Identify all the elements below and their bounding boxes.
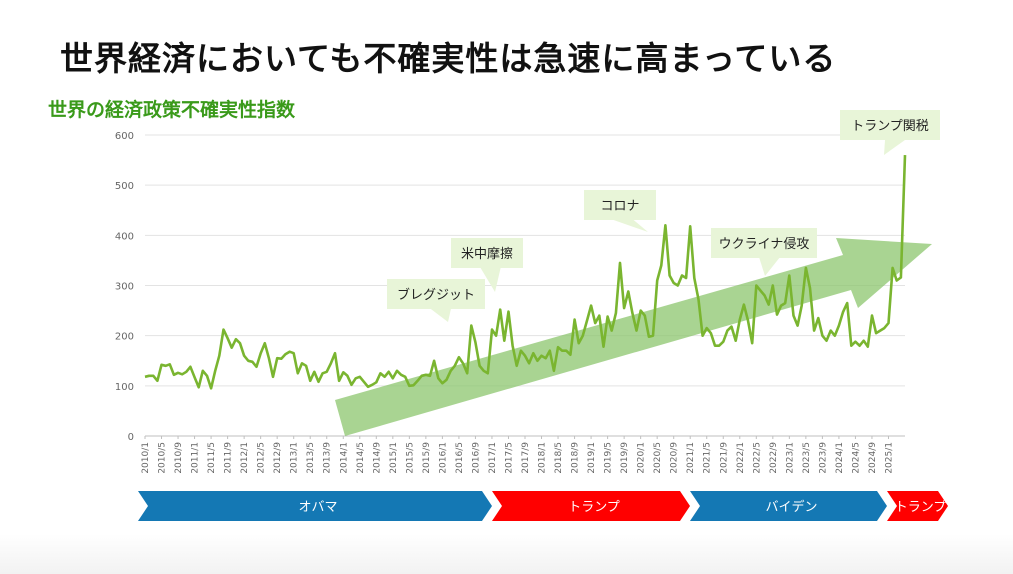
x-tick-label: 2024/5 <box>851 442 861 474</box>
x-tick-label: 2012/5 <box>257 442 267 474</box>
x-tick-label: 2017/1 <box>488 442 498 474</box>
x-tick-label: 2020/9 <box>670 442 680 474</box>
x-tick-label: 2013/1 <box>290 442 300 474</box>
annotation-callout: ブレグジット <box>387 279 485 322</box>
slide-title: 世界経済においても不確実性は急速に高まっている <box>60 39 837 78</box>
era-chevron <box>138 491 492 521</box>
x-tick-label: 2022/1 <box>736 442 746 474</box>
annotation-callout: トランプ関税 <box>840 110 940 155</box>
trend-arrow <box>335 238 932 436</box>
callout-label: 米中摩擦 <box>461 246 513 262</box>
era-segment: トランプ <box>887 491 948 521</box>
x-tick-label: 2014/5 <box>356 442 366 474</box>
era-segment: オバマ <box>138 491 492 521</box>
era-chevron <box>492 491 690 521</box>
x-tick-label: 2018/5 <box>554 442 564 474</box>
series-line <box>144 155 907 390</box>
x-tick-label: 2011/9 <box>224 442 234 474</box>
callout-box <box>840 110 940 140</box>
x-tick-label: 2023/1 <box>785 442 795 474</box>
y-tick-label: 100 <box>115 382 134 393</box>
x-tick-label: 2015/9 <box>422 442 432 474</box>
x-tick-label: 2015/5 <box>405 442 415 474</box>
x-tick-label: 2021/1 <box>686 442 696 474</box>
annotation-callout: コロナ <box>584 190 656 232</box>
x-tick-label: 2018/9 <box>571 442 581 474</box>
x-tick-label: 2012/1 <box>240 442 250 474</box>
x-tick-label: 2016/5 <box>455 442 465 474</box>
x-tick-label: 2010/1 <box>141 442 151 474</box>
callout-pointer <box>884 140 905 155</box>
x-tick-label: 2022/9 <box>769 442 779 474</box>
era-segment: トランプ <box>492 491 690 521</box>
x-tick-label: 2016/1 <box>438 442 448 474</box>
era-label: バイデン <box>765 499 817 515</box>
x-tick-label: 2013/9 <box>323 442 333 474</box>
x-tick-label: 2014/1 <box>339 442 349 474</box>
callout-box <box>584 190 656 220</box>
era-label: オバマ <box>298 500 337 515</box>
x-tick-label: 2023/9 <box>818 442 828 474</box>
x-tick-label: 2025/1 <box>884 442 894 474</box>
chart-title: 世界の経済政策不確実性指数 <box>48 99 296 121</box>
x-tick-label: 2011/5 <box>207 442 217 474</box>
callout-label: ブレグジット <box>397 287 475 303</box>
x-tick-label: 2022/5 <box>752 442 762 474</box>
x-tick-label: 2019/5 <box>604 442 614 474</box>
x-tick-label: 2010/9 <box>174 442 184 474</box>
x-tick-label: 2012/9 <box>273 442 283 474</box>
callout-pointer <box>430 309 451 322</box>
x-tick-label: 2021/9 <box>719 442 729 474</box>
x-tick-label: 2013/5 <box>306 442 316 474</box>
callout-box <box>387 279 485 309</box>
callout-label: トランプ関税 <box>851 119 929 134</box>
annotation-callout: 米中摩擦 <box>451 238 523 292</box>
x-tick-label: 2010/5 <box>158 442 168 474</box>
x-tick-label: 2018/1 <box>538 442 548 474</box>
x-tick-label: 2021/5 <box>703 442 713 474</box>
x-tick-label: 2017/9 <box>521 442 531 474</box>
y-tick-label: 600 <box>115 131 134 142</box>
x-tick-label: 2015/1 <box>389 442 399 474</box>
x-tick-label: 2016/9 <box>471 442 481 474</box>
callout-pointer <box>759 258 780 276</box>
annotation-callout: ウクライナ侵攻 <box>711 228 817 276</box>
x-tick-label: 2017/5 <box>504 442 514 474</box>
era-label: トランプ <box>568 500 620 515</box>
x-tick-label: 2011/1 <box>191 442 201 474</box>
x-tick-label: 2019/1 <box>587 442 597 474</box>
y-tick-label: 500 <box>115 181 134 192</box>
x-tick-label: 2024/1 <box>835 442 845 474</box>
x-tick-label: 2020/5 <box>653 442 663 474</box>
callout-pointer <box>480 268 501 292</box>
callout-box <box>451 238 523 268</box>
callout-label: ウクライナ侵攻 <box>719 236 810 252</box>
callout-pointer <box>613 220 648 232</box>
bottom-shadow <box>0 534 1013 574</box>
era-chevron <box>887 491 948 521</box>
y-tick-label: 400 <box>115 231 134 242</box>
era-label: トランプ <box>895 500 947 515</box>
x-tick-label: 2023/5 <box>802 442 812 474</box>
era-chevron <box>690 491 887 521</box>
y-tick-label: 200 <box>115 332 134 343</box>
callout-label: コロナ <box>600 199 639 214</box>
x-tick-label: 2019/9 <box>620 442 630 474</box>
y-tick-label: 300 <box>115 282 134 293</box>
y-tick-label: 0 <box>128 432 134 443</box>
era-segment: バイデン <box>690 491 887 521</box>
x-tick-label: 2014/9 <box>372 442 382 474</box>
x-tick-label: 2020/1 <box>637 442 647 474</box>
x-tick-label: 2024/9 <box>868 442 878 474</box>
callout-box <box>711 228 817 258</box>
